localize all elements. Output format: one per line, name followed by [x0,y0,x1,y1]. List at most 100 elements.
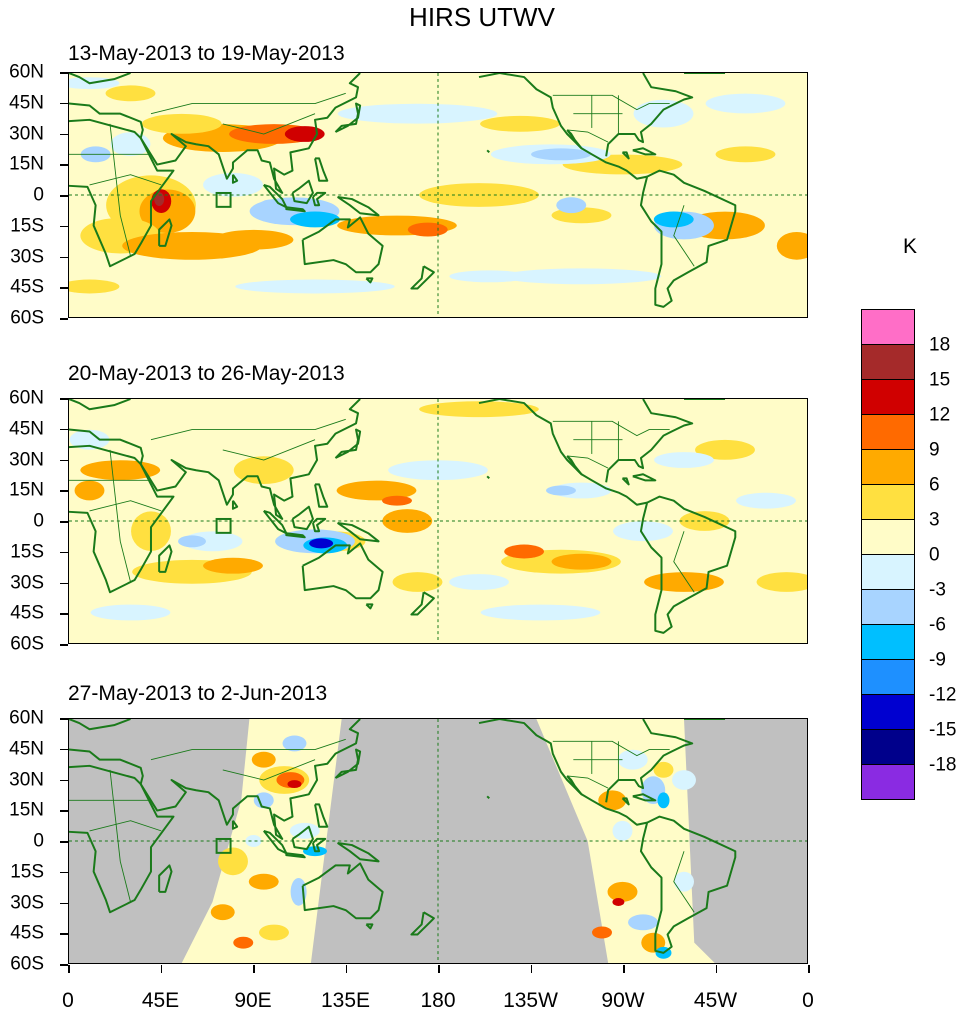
borders [69,418,695,593]
coastline [262,829,288,855]
coastline [69,719,361,840]
border-line [567,129,609,143]
latitude-label: 60S [10,953,44,975]
latitude-tick [60,582,68,584]
colorbar-label: 15 [929,369,951,391]
anomaly-contour [715,146,776,163]
latitude-tick [60,841,68,843]
anomaly-contour [203,172,263,197]
latitude-tick [60,428,68,431]
coastline [365,923,374,930]
colorbar [861,309,915,800]
longitude-label: 135W [503,989,558,1012]
latitude-label: 30N [9,449,44,470]
colorbar-label: 3 [929,509,940,531]
coastline [639,815,737,954]
coastline [486,795,490,800]
latitude-label: 15N [9,799,44,821]
anomaly-contour [736,492,796,509]
anomaly-contour [628,914,658,931]
anomaly-contour [253,792,274,809]
anomaly-contour [407,222,448,237]
anomaly-contour [501,268,662,285]
anomaly-contour [259,199,289,212]
latitude-label: 30S [10,572,44,593]
anomaly-contour [282,735,307,752]
coastline [314,803,329,828]
latitude-label: 15S [10,861,44,883]
anomaly-contour [382,509,433,533]
anomaly-contour [617,749,648,770]
coastline [337,522,380,543]
coastline [478,719,648,826]
longitude-label: 45W [693,989,738,1012]
coastline [69,73,131,85]
anomaly-contour [449,270,530,283]
coastline [69,764,175,914]
anomaly-contour [235,279,395,294]
border-line [552,420,670,437]
latitude-label: 45S [10,602,44,624]
anomaly-contour [287,780,302,789]
anomaly-contour [480,604,601,621]
anomaly-contour [392,572,443,592]
longitude-label: 90W [601,989,645,1012]
latitude-tick [60,72,68,74]
colorbar-swatch [861,589,915,625]
coastline [410,265,435,290]
anomaly-contour [551,553,612,570]
coastline [337,196,380,217]
latitude-tick [60,490,68,492]
map-panel-2 [68,398,808,644]
anomaly-contour [69,279,120,294]
border-line [552,740,670,757]
latitude-label: 15N [9,479,44,501]
anomaly-contour [607,881,638,902]
maldives-box [215,191,232,208]
coastline [231,820,239,830]
anomaly-contour [419,401,539,418]
coastline [69,444,175,594]
coastline [566,775,583,796]
colorbar-label: -3 [929,579,946,601]
coastline [285,206,306,213]
border-line [567,775,609,789]
maldives-box [215,837,232,854]
anomaly-contour [449,574,509,590]
longitude-tick [715,965,717,973]
latitude-tick [60,551,68,554]
colorbar-label: 9 [929,439,940,461]
coastline [365,603,374,610]
latitude-tick [60,195,68,197]
coastline [311,837,327,853]
longitude-tick [623,965,625,973]
anomaly-contour [210,904,235,921]
coastline [566,129,583,150]
anomaly-contour [592,926,612,939]
anomaly-contour [612,898,625,906]
border-line [673,851,695,913]
anomaly-contour [337,103,498,124]
latitude-label: 0 [33,830,44,852]
colorbar-units: K [903,235,918,258]
anomaly-contour [290,211,340,228]
panel-1-period: 13-May-2013 to 19-May-2013 [68,42,345,65]
colorbar-label: -15 [929,719,957,741]
latitude-label: 30N [9,769,44,790]
colorbar-swatch [861,624,915,660]
latitude-tick [60,256,68,258]
colorbar-swatch [861,554,915,590]
latitude-label: 45S [10,922,44,944]
latitude-tick [60,613,68,615]
latitude-tick [60,748,68,751]
chart-title: HIRS UTWV [409,2,555,32]
anomaly-contour [248,873,279,890]
coastline [337,842,380,863]
maldives-box [215,517,232,534]
latitude-tick [60,810,68,812]
colorbar-label: -12 [929,684,957,706]
coastline [291,505,314,531]
anomaly-contour [641,932,666,953]
latitude-label: 0 [33,184,44,206]
anomaly-contour [105,85,156,102]
